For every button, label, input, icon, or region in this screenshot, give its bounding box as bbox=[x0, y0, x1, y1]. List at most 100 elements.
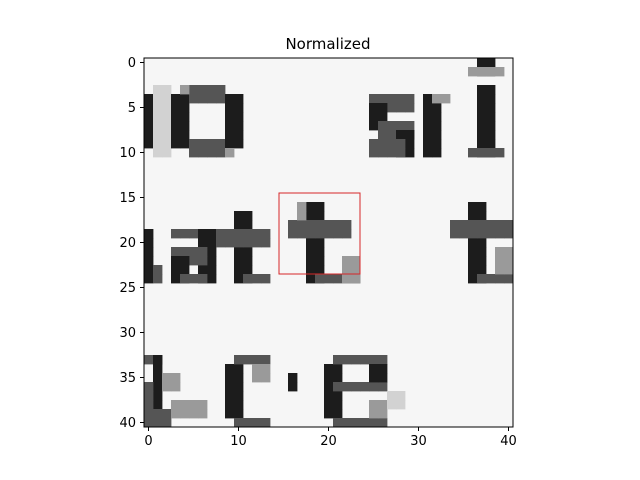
pixel bbox=[252, 364, 262, 374]
pixel bbox=[306, 256, 316, 266]
pixel bbox=[288, 382, 298, 392]
pixel bbox=[234, 220, 244, 230]
pixel bbox=[261, 274, 271, 284]
pixel bbox=[225, 382, 235, 392]
pixel bbox=[216, 94, 226, 104]
pixel bbox=[225, 130, 235, 140]
pixel bbox=[162, 382, 172, 392]
pixel bbox=[234, 247, 244, 257]
x-tick-label: 0 bbox=[144, 434, 152, 449]
pixel bbox=[198, 229, 208, 239]
pixel bbox=[198, 400, 208, 410]
pixel bbox=[261, 229, 271, 239]
pixel bbox=[234, 211, 244, 221]
pixel bbox=[180, 265, 190, 275]
pixel bbox=[369, 148, 379, 158]
pixel bbox=[468, 274, 478, 284]
pixel bbox=[162, 94, 172, 104]
pixel bbox=[153, 382, 163, 392]
pixel bbox=[153, 103, 163, 113]
pixel bbox=[486, 85, 496, 95]
pixel bbox=[189, 400, 199, 410]
pixel bbox=[153, 139, 163, 149]
pixel bbox=[189, 247, 199, 257]
pixel bbox=[306, 229, 316, 239]
pixel bbox=[189, 85, 199, 95]
pixel bbox=[315, 238, 325, 248]
pixel bbox=[504, 247, 513, 257]
pixel bbox=[477, 67, 487, 77]
pixel bbox=[234, 373, 244, 383]
pixel bbox=[189, 94, 199, 104]
pixel bbox=[405, 103, 415, 113]
pixel bbox=[378, 364, 388, 374]
pixel bbox=[495, 247, 505, 257]
pixel bbox=[342, 256, 352, 266]
pixel bbox=[225, 103, 235, 113]
pixel bbox=[180, 94, 190, 104]
pixel bbox=[432, 148, 442, 158]
pixel bbox=[180, 121, 190, 131]
pixel bbox=[486, 112, 496, 122]
pixel bbox=[486, 274, 496, 284]
x-tick-label: 30 bbox=[410, 434, 427, 449]
pixel bbox=[144, 409, 154, 419]
pixel bbox=[144, 103, 154, 113]
pixel bbox=[252, 274, 262, 284]
pixel bbox=[495, 229, 505, 239]
pixel bbox=[171, 121, 181, 131]
pixel bbox=[468, 148, 478, 158]
pixel bbox=[225, 400, 235, 410]
pixel bbox=[369, 94, 379, 104]
pixel bbox=[297, 220, 307, 230]
pixel bbox=[324, 229, 334, 239]
pixel bbox=[477, 211, 487, 221]
pixel bbox=[162, 409, 172, 419]
x-tick-label: 20 bbox=[320, 434, 337, 449]
pixel bbox=[405, 148, 415, 158]
pixel bbox=[351, 418, 361, 427]
pixel bbox=[468, 238, 478, 248]
pixel bbox=[144, 355, 154, 365]
pixel bbox=[234, 256, 244, 266]
pixel bbox=[432, 112, 442, 122]
pixel bbox=[144, 238, 154, 248]
pixel bbox=[351, 274, 361, 284]
pixel bbox=[180, 130, 190, 140]
pixel bbox=[405, 130, 415, 140]
pixel bbox=[207, 256, 217, 266]
pixel bbox=[171, 400, 181, 410]
y-tick-label: 25 bbox=[119, 281, 136, 296]
pixel bbox=[153, 265, 163, 275]
pixel bbox=[486, 67, 496, 77]
pixel bbox=[396, 148, 406, 158]
pixel bbox=[495, 274, 505, 284]
pixel bbox=[432, 103, 442, 113]
pixel bbox=[369, 139, 379, 149]
pixel bbox=[162, 139, 172, 149]
pixel bbox=[486, 94, 496, 104]
pixel bbox=[171, 382, 181, 392]
pixel bbox=[351, 355, 361, 365]
pixel bbox=[198, 265, 208, 275]
pixel bbox=[333, 373, 343, 383]
y-tick-label: 0 bbox=[128, 56, 136, 71]
highlight-rectangle bbox=[278, 192, 361, 275]
pixel bbox=[324, 400, 334, 410]
pixel bbox=[234, 229, 244, 239]
pixel bbox=[216, 85, 226, 95]
y-tick-label: 20 bbox=[119, 236, 136, 251]
pixel bbox=[243, 220, 253, 230]
pixel bbox=[180, 247, 190, 257]
pixel bbox=[243, 211, 253, 221]
pixel bbox=[198, 247, 208, 257]
pixel bbox=[423, 103, 433, 113]
pixel bbox=[351, 256, 361, 266]
pixel bbox=[468, 229, 478, 239]
pixel bbox=[477, 229, 487, 239]
pixel bbox=[288, 220, 298, 230]
pixel bbox=[315, 211, 325, 221]
pixel bbox=[180, 85, 190, 95]
pixel bbox=[207, 139, 217, 149]
